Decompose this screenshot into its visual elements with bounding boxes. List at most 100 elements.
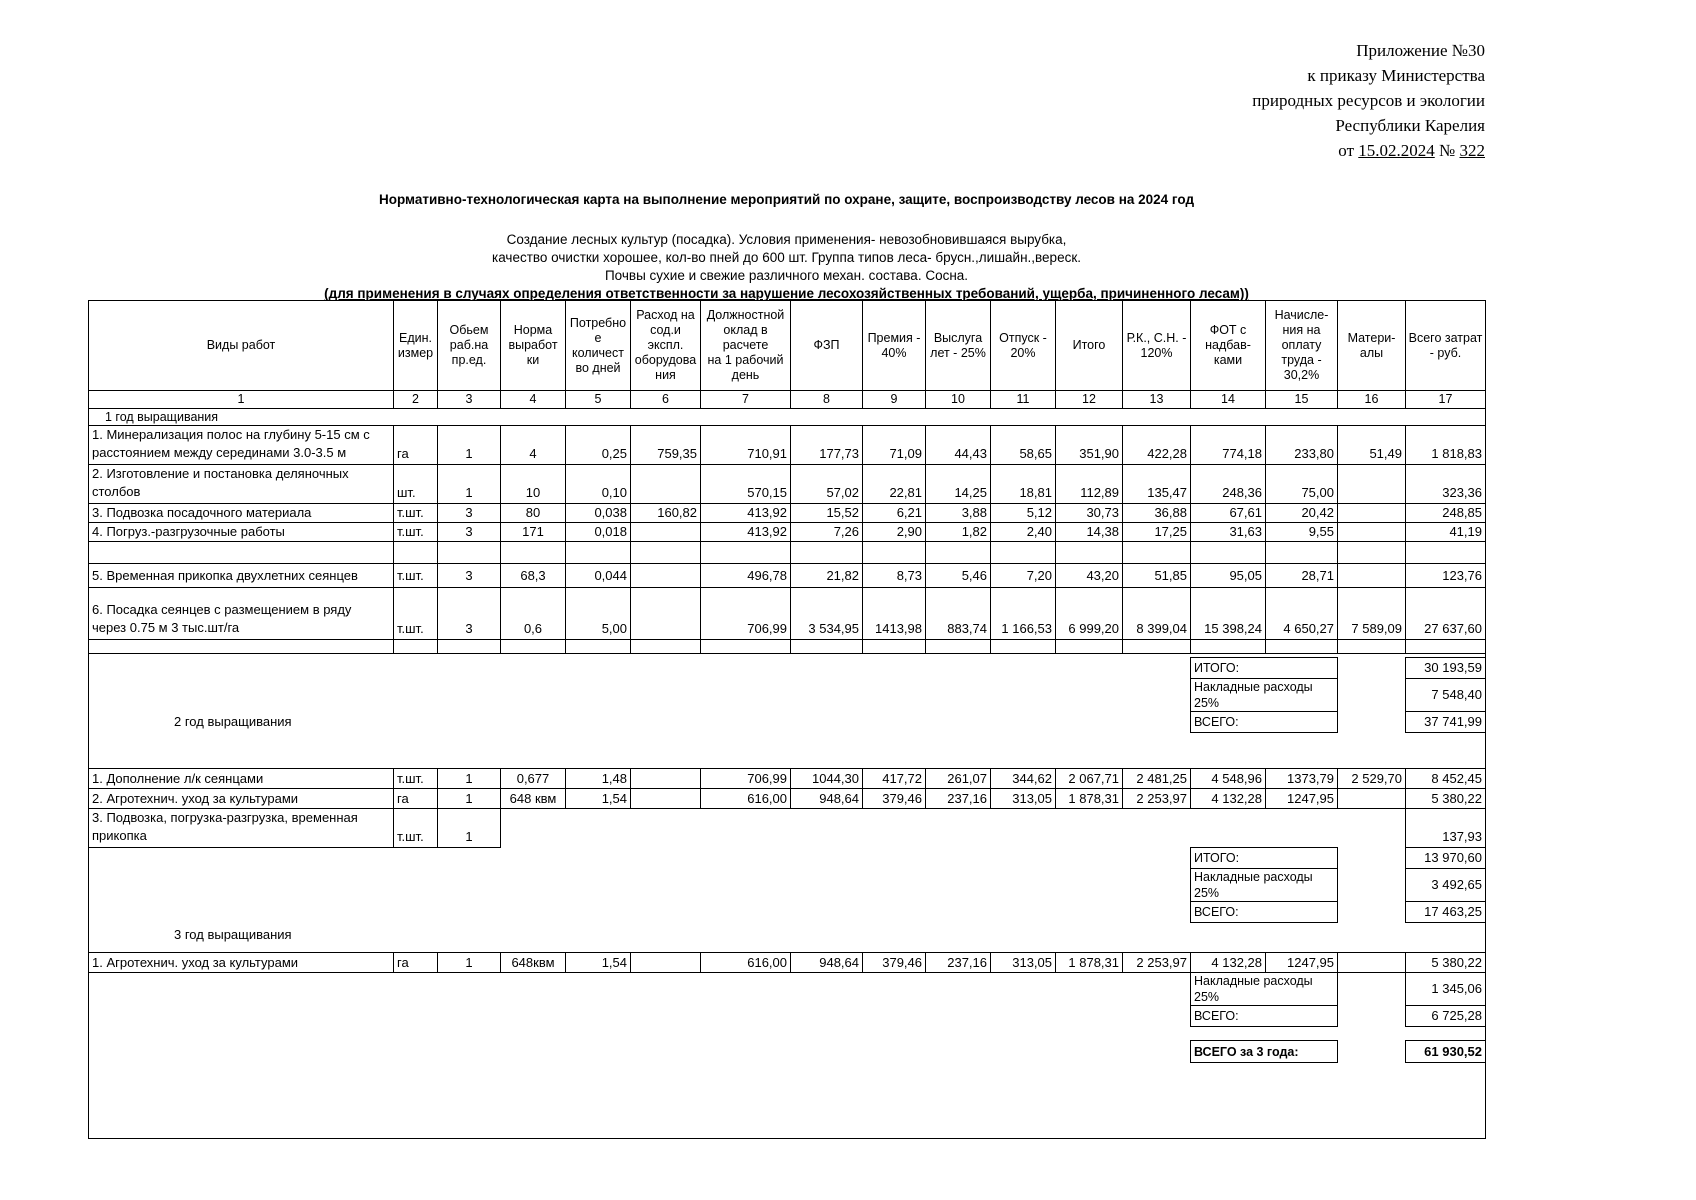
work-name-cell: 3. Подвозка посадочного материала [88, 503, 394, 523]
value-cell: 5 380,22 [1405, 788, 1486, 809]
column-number: 17 [1405, 390, 1486, 409]
value-cell: т.шт. [393, 768, 438, 789]
order-date: 15.02.2024 [1358, 141, 1435, 160]
value-cell [566, 809, 631, 848]
year-label-cell [89, 1027, 1191, 1041]
value-cell: 36,88 [1122, 503, 1191, 523]
value-cell [700, 541, 791, 564]
summary-label-cell: ВСЕГО: [1190, 901, 1338, 923]
value-cell: 1247,95 [1265, 788, 1338, 809]
value-cell: 2 253,97 [1122, 952, 1191, 973]
value-cell: 5,46 [925, 563, 991, 588]
grand-total-row: ВСЕГО за 3 года: 61 930,52 [89, 1040, 1486, 1063]
column-header: Выслуга лет - 25% [925, 300, 991, 391]
summary-value-cell: 3 492,65 [1405, 868, 1486, 902]
value-cell: т.шт. [393, 808, 438, 848]
value-cell: 710,91 [700, 425, 791, 465]
summary-value-cell [1406, 923, 1486, 947]
value-cell: 313,05 [990, 952, 1056, 973]
value-cell: 10 [500, 464, 566, 504]
subtitle-line-4: (для применения в случаях определения от… [324, 286, 1249, 301]
order-number: 322 [1459, 141, 1486, 160]
summary-overhead-year-1: Накладные расходы 25% 7 548,40 [89, 678, 1486, 712]
value-cell [631, 809, 701, 848]
value-cell [1190, 541, 1266, 564]
value-cell: 28,71 [1265, 563, 1338, 588]
value-cell: 570,15 [700, 464, 791, 504]
column-header: ФЗП [790, 300, 863, 391]
gap-cell [1338, 679, 1406, 712]
summary-label-cell [1191, 1027, 1338, 1041]
value-cell [991, 809, 1056, 848]
value-cell: 5,12 [990, 503, 1056, 523]
column-number: 6 [630, 390, 701, 409]
column-number: 7 [700, 390, 791, 409]
value-cell: 616,00 [700, 788, 791, 809]
value-cell [1337, 788, 1406, 809]
work-name-cell: 3. Подвозка, погрузка-разгрузка, временн… [88, 808, 394, 848]
value-cell: 4 [500, 425, 566, 465]
value-cell: 379,46 [862, 788, 926, 809]
value-cell: 3 [437, 587, 501, 640]
value-cell: 237,16 [925, 788, 991, 809]
year-label-cell [89, 658, 1191, 679]
value-cell: 496,78 [700, 563, 791, 588]
summary-value-cell [1406, 1027, 1486, 1041]
gap-cell [1338, 733, 1406, 769]
year-label-cell [89, 733, 1191, 769]
value-cell: 41,19 [1405, 522, 1486, 542]
value-cell: 0,038 [565, 503, 631, 523]
order-number-sign: № [1434, 141, 1460, 160]
order-prefix: от [1338, 141, 1359, 160]
value-cell: 351,90 [1055, 425, 1123, 465]
gap-cell [1338, 923, 1406, 947]
value-cell [1337, 563, 1406, 588]
value-cell: 51,49 [1337, 425, 1406, 465]
value-cell: 1,54 [565, 952, 631, 973]
value-cell [1123, 809, 1191, 848]
value-cell [1337, 503, 1406, 523]
value-cell: га [393, 788, 438, 809]
value-cell [1405, 639, 1486, 654]
value-cell: 4 132,28 [1190, 952, 1266, 973]
work-name-cell: 2. Изготовление и постановка деляночных … [88, 464, 394, 504]
value-cell: 1,48 [565, 768, 631, 789]
year-label-cell [89, 1041, 1191, 1063]
value-cell [791, 809, 863, 848]
value-cell: 15,52 [790, 503, 863, 523]
work-row-3-1: 1. Агротехнич. уход за культурами га 1 648к… [88, 952, 1486, 973]
year-label-cell [89, 869, 1191, 902]
value-cell [1337, 464, 1406, 504]
gap-cell [1338, 848, 1406, 869]
value-cell: 2 481,25 [1122, 768, 1191, 789]
work-name-cell: 5. Временная прикопка двухлетних сеянцев [88, 563, 394, 588]
value-cell: 3 [437, 503, 501, 523]
column-number: 13 [1122, 390, 1191, 409]
value-cell: 75,00 [1265, 464, 1338, 504]
spacer-row [89, 1027, 1486, 1041]
summary-label-cell [1191, 733, 1338, 769]
value-cell: 1 878,31 [1055, 788, 1123, 809]
value-cell: 413,92 [700, 522, 791, 542]
approval-order-line: от 15.02.2024 № 322 [1252, 138, 1485, 163]
subtitle-line-1: Создание лесных культур (посадка). Услов… [506, 232, 1067, 247]
column-number: 4 [500, 390, 566, 409]
value-cell: т.шт. [393, 587, 438, 640]
value-cell [393, 639, 438, 654]
value-cell: 417,72 [862, 768, 926, 789]
column-header: Должностной оклад в расчете на 1 рабочий… [700, 300, 791, 391]
work-row-1-2: 2. Изготовление и постановка деляночных … [88, 464, 1486, 504]
value-cell [701, 809, 791, 848]
value-cell [630, 788, 701, 809]
work-name-cell [88, 541, 394, 564]
value-cell: 422,28 [1122, 425, 1191, 465]
value-cell: 2,40 [990, 522, 1056, 542]
value-cell [1337, 522, 1406, 542]
value-cell: 1,82 [925, 522, 991, 542]
value-cell [925, 541, 991, 564]
value-cell: 1 [437, 768, 501, 789]
value-cell: 160,82 [630, 503, 701, 523]
summary-label-cell: Накладные расходы 25% [1190, 868, 1338, 902]
spacer-row [89, 1063, 1486, 1139]
column-number: 10 [925, 390, 991, 409]
